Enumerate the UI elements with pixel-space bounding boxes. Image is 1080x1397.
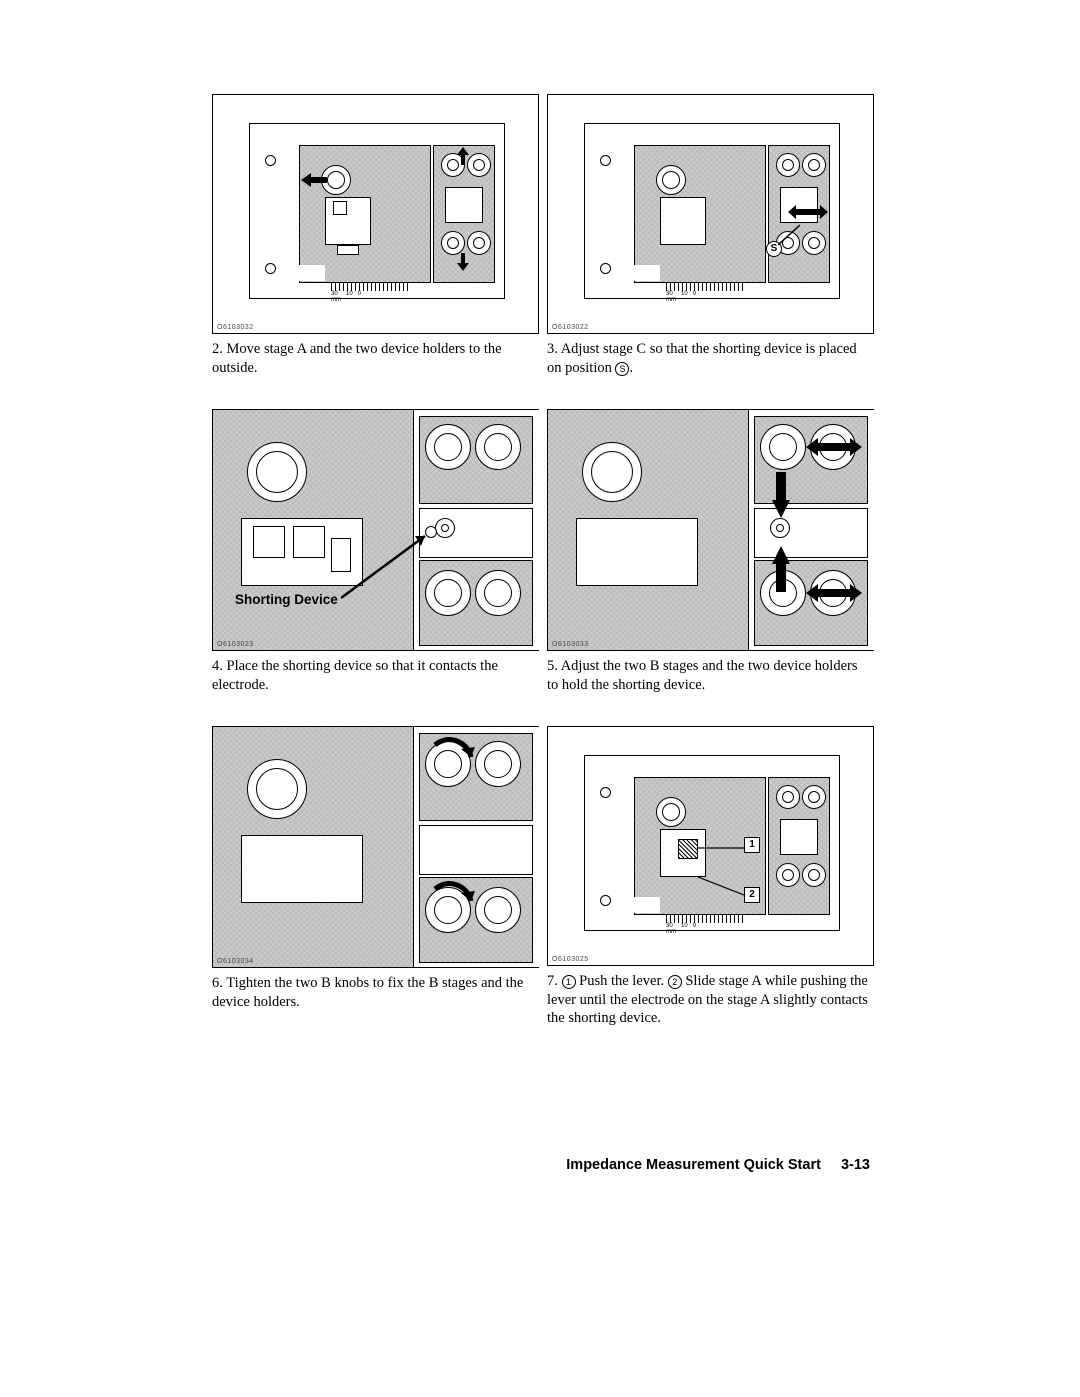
figure-step-4: Shorting Device O6103023	[212, 409, 539, 651]
shorting-device-label: Shorting Device	[235, 592, 338, 607]
figcode: O6103025	[552, 956, 589, 963]
shorting-arrow-icon	[341, 530, 441, 602]
step-2: 30 10 0mm O6103032 2. Move stage A and t…	[212, 94, 537, 377]
arrow-left-icon	[301, 173, 327, 187]
caption-step-5: 5. Adjust the two B stages and the two d…	[547, 657, 872, 694]
figcode: O6103032	[217, 324, 254, 331]
figure-step-2: 30 10 0mm O6103032	[212, 94, 539, 334]
figure-step-6: O6103034	[212, 726, 539, 968]
figcode: O6103034	[217, 958, 254, 965]
step-4: Shorting Device O6103023 4. Place the sh…	[212, 409, 537, 694]
arrow-double-h-big-icon	[806, 438, 862, 456]
caption-step-3: 3. Adjust stage C so that the shorting d…	[547, 340, 872, 377]
arrow-down-icon	[457, 253, 469, 271]
footer-title: Impedance Measurement Quick Start	[566, 1157, 821, 1173]
caption-step-2: 2. Move stage A and the two device holde…	[212, 340, 537, 377]
figure-step-3: S 30 10 0mm O6103022	[547, 94, 874, 334]
pointer-line-icon	[778, 223, 804, 245]
page-content: 30 10 0mm O6103032 2. Move stage A and t…	[212, 94, 872, 1028]
pointer-2-icon	[698, 877, 746, 901]
arrow-up-icon	[457, 147, 469, 165]
step-7: 1 2 30 10 0mm O6103025 7. 1 Push the lev…	[547, 726, 872, 1028]
rotate-arrow-icon	[423, 733, 479, 789]
arrow-down-big-icon	[772, 472, 790, 518]
pointer-1-icon	[698, 841, 746, 855]
step-5: O6103033 5. Adjust the two B stages and …	[547, 409, 872, 694]
step-3: S 30 10 0mm O6103022 3. Adjust stage C s…	[547, 94, 872, 377]
page-footer: Impedance Measurement Quick Start 3-13	[0, 1157, 1080, 1173]
caption-step-7: 7. 1 Push the lever. 2 Slide stage A whi…	[547, 972, 872, 1028]
figcode: O6103022	[552, 324, 589, 331]
figure-grid: 30 10 0mm O6103032 2. Move stage A and t…	[212, 94, 872, 1028]
caption-step-6: 6. Tighten the two B knobs to fix the B …	[212, 974, 537, 1011]
label-1-icon: 1	[744, 837, 760, 853]
figcode: O6103023	[217, 641, 254, 648]
caption-step-4: 4. Place the shorting device so that it …	[212, 657, 537, 694]
step-6: O6103034 6. Tighten the two B knobs to f…	[212, 726, 537, 1028]
figure-step-5: O6103033	[547, 409, 874, 651]
figcode: O6103033	[552, 641, 589, 648]
arrow-double-h-big-icon	[806, 584, 862, 602]
arrow-double-h-icon	[788, 205, 828, 219]
label-2-icon: 2	[744, 887, 760, 903]
rotate-arrow-icon	[423, 877, 479, 933]
figure-step-7: 1 2 30 10 0mm O6103025	[547, 726, 874, 966]
footer-page-number: 3-13	[841, 1157, 870, 1173]
arrow-up-big-icon	[772, 546, 790, 592]
